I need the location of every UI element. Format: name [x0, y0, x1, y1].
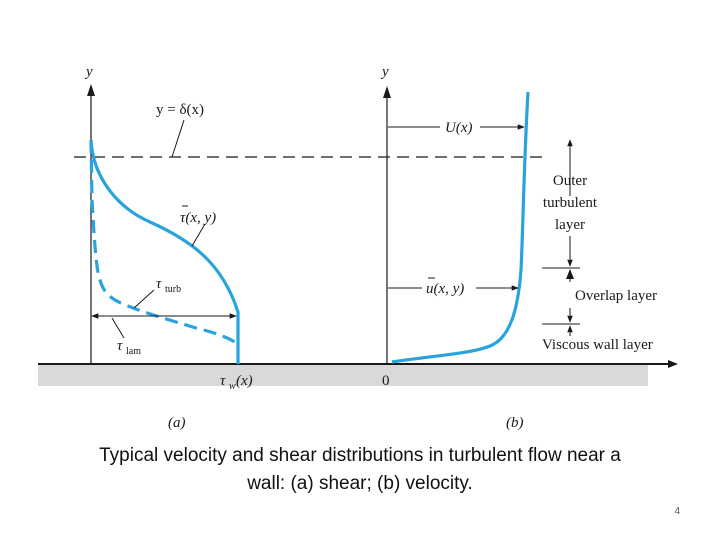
caption-line-1: Typical velocity and shear distributions… — [99, 445, 621, 466]
tau-lam-label: τ lam — [117, 338, 141, 357]
delta-leader — [171, 119, 185, 158]
outer-label-line2: turbulent — [543, 195, 598, 211]
delta-label: y = δ(x) — [156, 102, 204, 118]
tau-leader — [191, 223, 206, 247]
tau-label: τ(x, y) — [180, 210, 216, 226]
right-axis-arrow-icon — [383, 86, 391, 98]
svg-text:τ: τ — [156, 276, 162, 292]
page-number: 4 — [674, 506, 680, 517]
viscous-label: Viscous wall layer — [542, 337, 653, 353]
svg-text:(x): (x) — [236, 373, 253, 389]
svg-text:τ: τ — [117, 338, 123, 354]
figure-caption: Typical velocity and shear distributions… — [30, 442, 690, 498]
velocity-profile-curve — [391, 91, 530, 364]
svg-text:w: w — [229, 381, 236, 392]
outer-label-line1: Outer — [553, 173, 587, 189]
turbulent-shear-curve — [89, 139, 239, 346]
origin-label: 0 — [382, 373, 390, 389]
overlap-label: Overlap layer — [575, 288, 657, 304]
total-shear-curve — [89, 139, 240, 364]
left-axis-label: y — [84, 64, 93, 80]
wall-arrow-icon — [668, 360, 678, 368]
tau-turb-leader — [133, 289, 155, 309]
right-axis-label: y — [380, 64, 389, 80]
tau-w-label: τ w (x) — [220, 373, 253, 392]
outer-label-line3: layer — [555, 217, 585, 233]
wall-hatch — [38, 364, 648, 386]
U-label-bg — [440, 116, 480, 136]
tau-lam-leader — [111, 317, 125, 339]
svg-text:lam: lam — [126, 346, 141, 357]
u-label: u(x, y) — [426, 281, 464, 297]
U-label: U(x) — [445, 120, 472, 136]
left-axis-arrow-icon — [87, 84, 95, 96]
svg-text:τ: τ — [220, 373, 226, 389]
panel-a-label: (a) — [168, 415, 186, 431]
tau-turb-label: τ turb — [156, 276, 181, 295]
panel-b-label: (b) — [506, 415, 524, 431]
overlap-up-arrow-icon — [566, 269, 574, 279]
caption-line-2: wall: (a) shear; (b) velocity. — [247, 473, 473, 494]
u-label-bg — [422, 277, 476, 297]
svg-text:turb: turb — [165, 284, 181, 295]
